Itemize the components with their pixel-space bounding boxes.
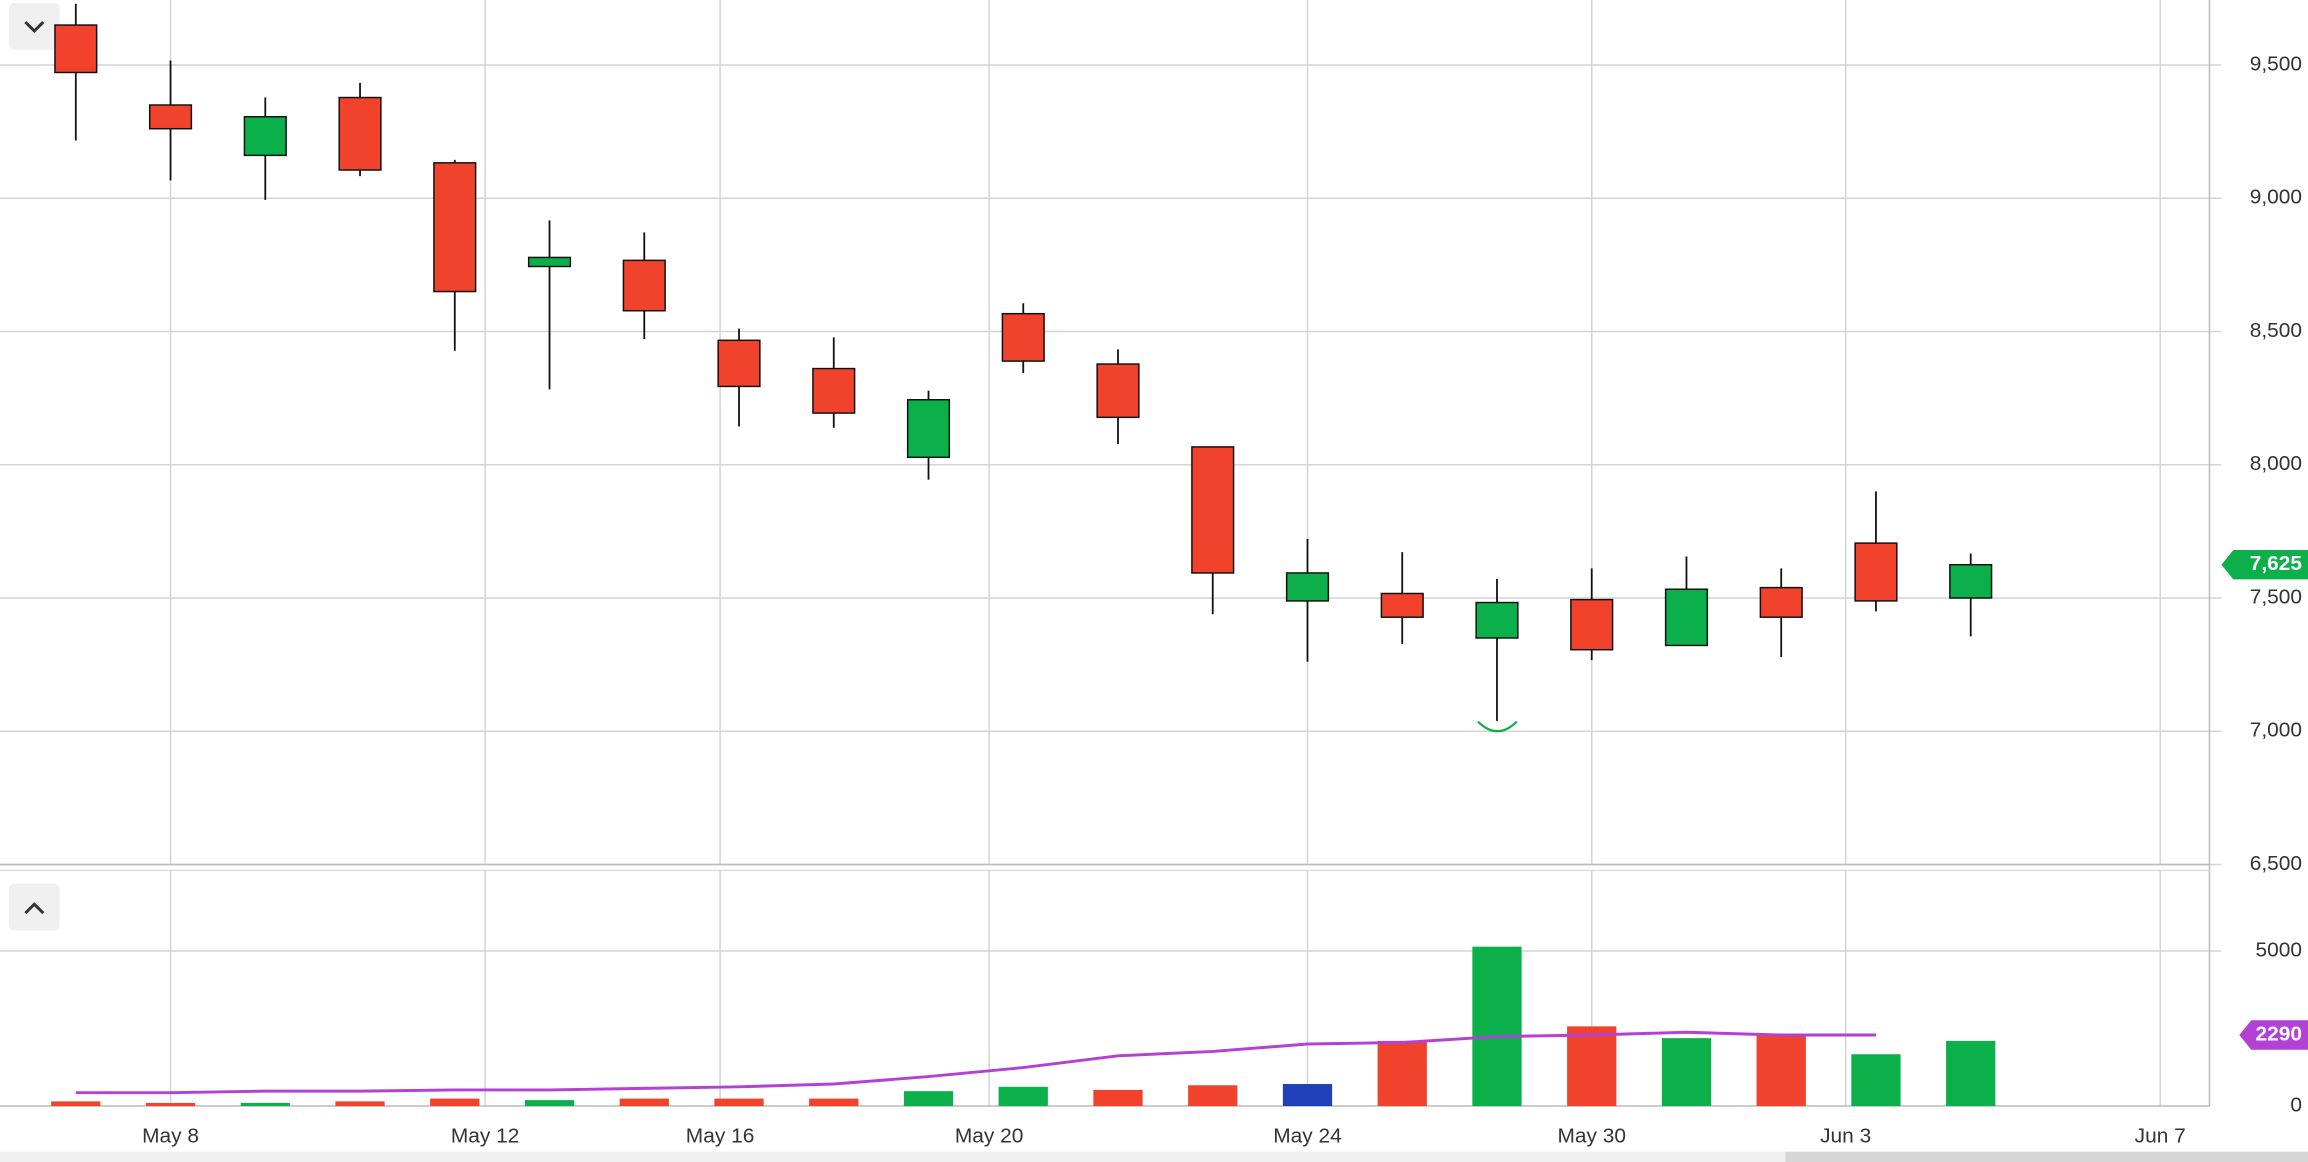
x-tick-label: May 30	[1557, 1125, 1626, 1148]
x-tick-label: May 24	[1273, 1125, 1342, 1148]
x-tick-label: Jun 7	[2135, 1125, 2186, 1148]
low-marker	[1477, 720, 1518, 733]
x-tick-label: May 12	[451, 1125, 520, 1148]
volume-bar	[1661, 1038, 1712, 1107]
candle-body	[1664, 588, 1709, 647]
candle-body	[1380, 592, 1424, 618]
volume-bar	[1472, 946, 1522, 1107]
y-tick-label: 9,500	[2250, 53, 2302, 76]
candle-body	[243, 115, 287, 157]
volume-bar	[1567, 1026, 1617, 1107]
candle-body	[812, 367, 856, 414]
candle-body	[54, 24, 98, 74]
volume-bar	[1188, 1085, 1238, 1107]
volume-bar	[145, 1102, 196, 1107]
candle-body	[1285, 572, 1330, 602]
volume-bar	[1851, 1054, 1901, 1107]
y-tick-label: 5000	[2256, 939, 2302, 962]
volume-bar	[524, 1100, 575, 1107]
candle-body	[338, 96, 382, 171]
volume-bar	[240, 1102, 290, 1107]
x-tick-label: May 20	[955, 1125, 1024, 1148]
collapse-button[interactable]	[8, 2, 60, 51]
average-label: 2290	[2256, 1023, 2302, 1046]
candle-body	[1759, 586, 1803, 618]
volume-bar	[1282, 1084, 1333, 1107]
scrollbar-thumb[interactable]	[1785, 1151, 2308, 1162]
volume-bar	[51, 1101, 101, 1107]
volume-bar	[903, 1091, 954, 1107]
volume-average-line	[75, 1030, 1876, 1095]
y-tick-label: 9,000	[2250, 186, 2302, 209]
y-tick-label: 8,000	[2250, 452, 2302, 475]
volume-bar	[1946, 1040, 1996, 1107]
volume-bar	[714, 1098, 764, 1107]
x-tick-label: May 8	[142, 1125, 199, 1148]
candle-body	[1949, 563, 1993, 599]
average-badge	[2239, 1020, 2308, 1050]
volume-bar	[335, 1101, 385, 1107]
candle-body	[1001, 312, 1045, 362]
candle-body	[717, 339, 761, 388]
candle-body	[1570, 598, 1614, 651]
y-tick-label: 8,500	[2250, 319, 2302, 342]
y-tick-label: 0	[2290, 1094, 2302, 1117]
marks: May 8 May 12 May 16 May 20 May 24 May 30 Jun 3…	[51, 3, 2308, 1148]
candle-body	[148, 104, 193, 130]
y-tick-label: 7,500	[2250, 586, 2302, 609]
y-tick-label: 7,000	[2250, 719, 2302, 742]
volume-bar	[619, 1098, 669, 1107]
candle-body	[1475, 601, 1519, 639]
candle-body	[622, 259, 666, 312]
x-tick-label: May 16	[686, 1125, 755, 1148]
volume-bar	[1377, 1040, 1427, 1107]
candle-body	[433, 162, 477, 293]
volume-bar	[809, 1098, 859, 1107]
candle-body	[1096, 363, 1140, 419]
candle-body	[1191, 446, 1235, 574]
candle-body	[1854, 542, 1898, 602]
volume-bar	[998, 1086, 1048, 1107]
x-tick-label: Jun 3	[1820, 1125, 1871, 1148]
last-price-badge	[2221, 549, 2308, 580]
volume-bar	[430, 1098, 480, 1107]
grid-layer	[0, 0, 2222, 1107]
last-price-label: 7,625	[2250, 552, 2302, 575]
volume-bar	[1093, 1089, 1143, 1107]
candle-body	[906, 399, 951, 459]
y-tick-label: 6,500	[2250, 852, 2302, 875]
volume-bar	[1756, 1035, 1806, 1107]
expand-button[interactable]	[8, 883, 60, 931]
scrollbar-track[interactable]	[0, 1151, 2308, 1162]
candle-body	[527, 256, 572, 268]
